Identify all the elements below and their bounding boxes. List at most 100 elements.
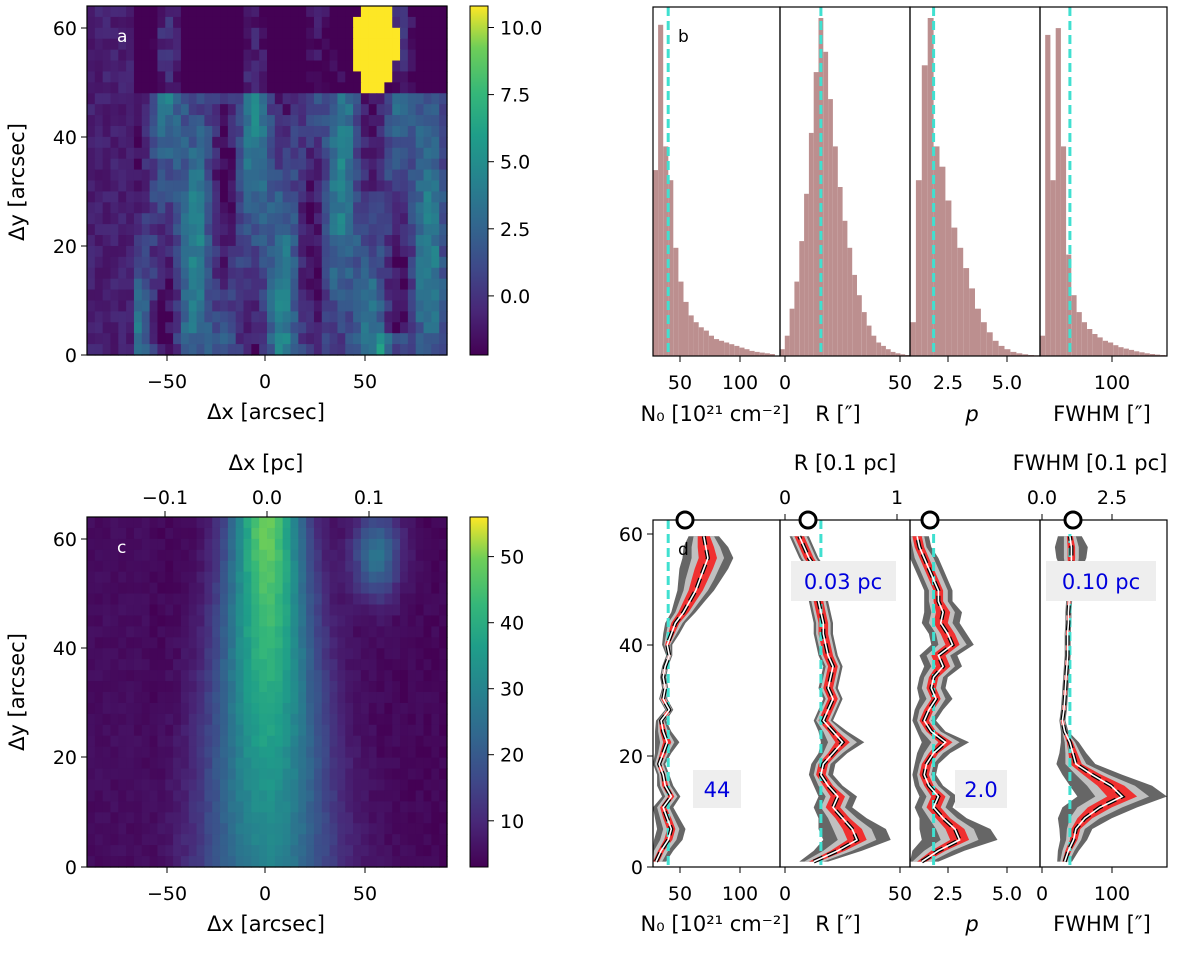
heatmap-cell (267, 648, 276, 660)
heatmap-cell (165, 768, 174, 781)
heatmap-cell (384, 801, 393, 813)
heatmap-cell (196, 191, 205, 203)
heatmap-cell (392, 615, 401, 627)
heatmap-cell (321, 538, 331, 551)
heatmap-cell (431, 582, 440, 595)
heatmap-cell (102, 571, 112, 584)
heatmap-cell (345, 125, 354, 138)
heatmap-cell (94, 235, 104, 247)
heatmap-cell (87, 615, 96, 627)
heatmap-cell (243, 648, 252, 660)
heatmap-cell (360, 104, 370, 116)
heatmap-cell (118, 517, 127, 529)
heatmap-cell (321, 136, 331, 149)
heatmap-cell (423, 823, 432, 835)
heatmap-cell (267, 801, 276, 813)
heatmap-cell (149, 267, 159, 280)
y-tick-label: 60 (53, 18, 77, 40)
heatmap-cell (196, 724, 205, 737)
heatmap-cell (118, 549, 127, 562)
panel-label: a (117, 27, 127, 47)
heatmap-cell (102, 670, 112, 682)
heatmap-cell (439, 845, 448, 857)
heatmap-cell (290, 256, 299, 269)
heatmap-cell (306, 670, 315, 682)
heatmap-cell (306, 735, 315, 748)
heatmap-cell (400, 38, 409, 51)
heatmap-cell (110, 191, 119, 203)
heatmap-cell (345, 224, 354, 236)
heatmap-cell (282, 615, 292, 627)
heatmap-cell (384, 213, 393, 225)
heatmap-cell (353, 245, 362, 258)
heatmap-cell (94, 790, 104, 802)
heatmap-cell (220, 527, 229, 540)
heatmap-cell (118, 104, 127, 116)
heatmap-cell (220, 93, 229, 105)
heatmap-cell (274, 692, 284, 704)
heatmap-cell (329, 311, 339, 323)
heatmap-cell (180, 180, 190, 193)
heatmap-cell (298, 104, 307, 116)
heatmap-cell (329, 746, 339, 759)
heatmap-cell (400, 856, 409, 868)
heatmap-cell (353, 845, 362, 857)
heatmap-cell (227, 637, 237, 649)
heatmap-cell (141, 681, 151, 693)
heatmap-cell (368, 746, 378, 759)
heatmap-cell (376, 582, 385, 595)
histogram-bar (764, 353, 770, 356)
heatmap-cell (251, 289, 260, 302)
heatmap-cell (321, 300, 331, 312)
heatmap-cell (259, 790, 268, 802)
heatmap-cell (439, 213, 448, 225)
heatmap-cell (126, 768, 135, 781)
heatmap-cell (126, 801, 135, 813)
heatmap-cell (173, 571, 182, 584)
heatmap-cell (87, 582, 96, 595)
heatmap-cell (212, 115, 221, 127)
heatmap-cell (251, 191, 260, 203)
heatmap-cell (126, 670, 135, 682)
heatmap-cell (227, 60, 237, 73)
heatmap-cell (290, 757, 299, 770)
heatmap-cell (87, 768, 96, 781)
heatmap-cell (407, 856, 417, 868)
heatmap-cell (329, 593, 339, 606)
heatmap-cell (126, 311, 135, 323)
heatmap-cell (235, 289, 245, 302)
heatmap-cell (439, 692, 448, 704)
heatmap-cell (306, 659, 315, 671)
heatmap-cell (407, 560, 417, 573)
heatmap-cell (149, 549, 159, 562)
heatmap-cell (282, 202, 292, 214)
heatmap-cell (149, 82, 159, 94)
heatmap-cell (188, 213, 198, 225)
heatmap-cell (431, 71, 440, 83)
heatmap-cell (204, 278, 213, 291)
heatmap-cell (392, 93, 401, 105)
heatmap-cell (141, 93, 151, 105)
heatmap-cell (235, 202, 245, 214)
heatmap-cell (126, 517, 135, 529)
heatmap-cell (353, 517, 362, 529)
heatmap-cell (415, 823, 425, 835)
heatmap-cell (431, 49, 440, 62)
heatmap-cell (298, 224, 307, 236)
heatmap-cell (204, 115, 213, 127)
heatmap-cell (376, 724, 385, 737)
heatmap-cell (415, 16, 425, 29)
heatmap-cell (345, 615, 354, 627)
heatmap-cell (337, 713, 346, 726)
heatmap-cell (165, 527, 174, 540)
heatmap-cell (313, 790, 323, 802)
heatmap-cell (313, 604, 323, 617)
heatmap-cell (87, 16, 96, 29)
heatmap-cell (94, 300, 104, 312)
heatmap-cell (329, 527, 339, 540)
heatmap-cell (298, 180, 307, 193)
heatmap-cell (267, 267, 276, 280)
heatmap-cell (400, 60, 409, 73)
heatmap-cell (274, 593, 284, 606)
heatmap-cell (94, 191, 104, 203)
